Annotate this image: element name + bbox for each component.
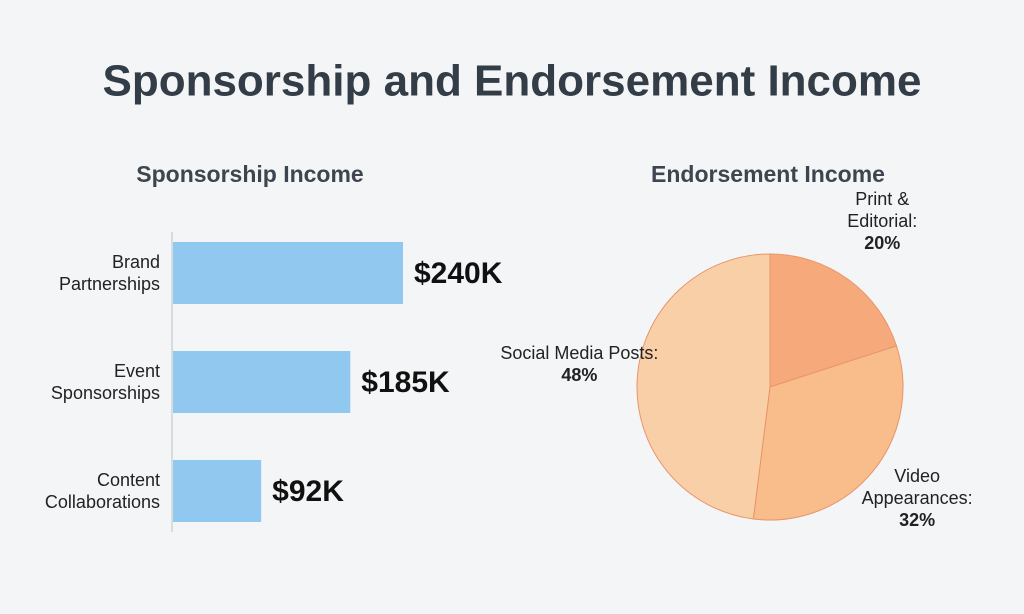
- pie-slice: [752, 345, 904, 521]
- slice-label: Video Appearances: 32%: [832, 465, 1002, 531]
- chart-title: Sponsorship Income: [136, 161, 363, 187]
- chart-title: Endorsement Income: [651, 161, 885, 187]
- value-label: $240K: [414, 257, 503, 290]
- value-label: $92K: [272, 475, 344, 508]
- category-label: Content Collaborations: [44, 470, 160, 512]
- slice-value: 32%: [899, 509, 936, 530]
- value-label: $185K: [361, 366, 450, 399]
- category-label: Event Sponsorships: [50, 361, 160, 403]
- bar: [173, 242, 403, 304]
- slice-value: 48%: [561, 365, 598, 385]
- slice-label: Print & Editorial: 20%: [797, 188, 967, 254]
- slice-value: 20%: [864, 233, 901, 254]
- bar: [173, 460, 262, 522]
- slice-label: Social Media Posts: 48%: [494, 342, 664, 386]
- pie-slice: [769, 253, 898, 388]
- page-title: Sponsorship and Endorsement Income: [102, 57, 921, 106]
- category-label: Brand Partnerships: [58, 252, 160, 294]
- pie-slice: [636, 253, 771, 520]
- bar: [173, 351, 351, 413]
